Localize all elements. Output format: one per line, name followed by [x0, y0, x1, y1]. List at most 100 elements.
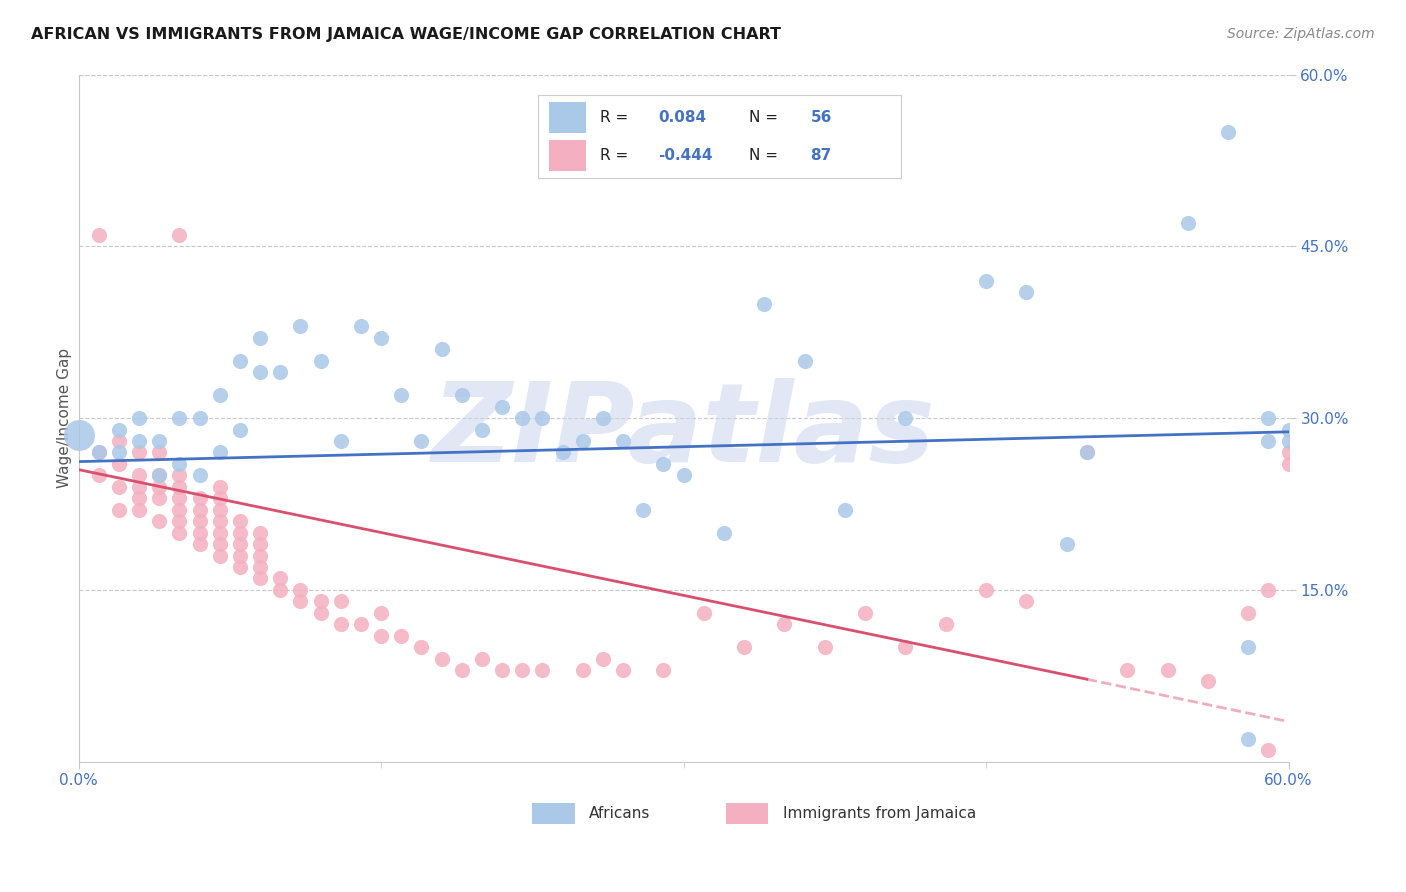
Point — [208, 491, 231, 506]
Point — [148, 445, 170, 459]
Point — [188, 525, 211, 540]
Text: Immigrants from Jamaica: Immigrants from Jamaica — [783, 805, 976, 821]
Point — [269, 571, 291, 585]
Point — [169, 491, 191, 506]
Point — [531, 663, 554, 677]
Point — [128, 502, 150, 516]
Point — [128, 491, 150, 506]
Point — [249, 560, 271, 574]
Point — [592, 651, 614, 665]
Point — [894, 640, 917, 654]
Point — [1177, 216, 1199, 230]
Point — [1257, 743, 1279, 757]
Point — [733, 640, 755, 654]
Point — [148, 468, 170, 483]
Point — [188, 468, 211, 483]
Point — [148, 468, 170, 483]
Point — [309, 594, 332, 608]
Text: Africans: Africans — [589, 805, 651, 821]
Point — [853, 606, 876, 620]
Point — [894, 411, 917, 425]
Point — [1237, 731, 1260, 746]
Point — [350, 617, 373, 632]
Point — [773, 617, 796, 632]
Point — [350, 319, 373, 334]
Point — [128, 468, 150, 483]
Point — [208, 388, 231, 402]
Point — [309, 354, 332, 368]
Point — [814, 640, 837, 654]
Point — [1116, 663, 1139, 677]
Point — [491, 663, 513, 677]
FancyBboxPatch shape — [725, 803, 768, 823]
Point — [108, 445, 131, 459]
Point — [1156, 663, 1178, 677]
Point — [631, 502, 654, 516]
Point — [571, 663, 593, 677]
Point — [1237, 606, 1260, 620]
Point — [1015, 594, 1038, 608]
Point — [290, 582, 312, 597]
Point — [713, 525, 735, 540]
Point — [652, 663, 675, 677]
Point — [1277, 445, 1299, 459]
Point — [128, 434, 150, 448]
Text: Source: ZipAtlas.com: Source: ZipAtlas.com — [1227, 27, 1375, 41]
Point — [1257, 411, 1279, 425]
Point — [329, 594, 352, 608]
Point — [935, 617, 957, 632]
Point — [290, 594, 312, 608]
Point — [169, 227, 191, 242]
Point — [1277, 423, 1299, 437]
Point — [169, 502, 191, 516]
Point — [754, 296, 776, 310]
Point — [551, 445, 574, 459]
Point — [169, 411, 191, 425]
Point — [269, 365, 291, 379]
Point — [128, 480, 150, 494]
Point — [592, 411, 614, 425]
Point — [148, 514, 170, 528]
Point — [430, 651, 453, 665]
Point — [491, 400, 513, 414]
Point — [1056, 537, 1078, 551]
Point — [188, 502, 211, 516]
Point — [169, 480, 191, 494]
Point — [411, 434, 433, 448]
Point — [229, 354, 252, 368]
FancyBboxPatch shape — [533, 803, 575, 823]
Text: ZIPatlas: ZIPatlas — [432, 378, 935, 485]
Point — [87, 468, 110, 483]
Point — [1076, 445, 1098, 459]
Point — [208, 445, 231, 459]
Point — [389, 629, 412, 643]
Point — [169, 514, 191, 528]
Point — [411, 640, 433, 654]
Point — [290, 319, 312, 334]
Point — [229, 525, 252, 540]
Point — [208, 502, 231, 516]
Point — [188, 514, 211, 528]
Point — [188, 491, 211, 506]
Point — [249, 537, 271, 551]
Point — [329, 434, 352, 448]
Point — [169, 525, 191, 540]
Point — [1076, 445, 1098, 459]
Point — [1216, 125, 1239, 139]
Point — [974, 582, 997, 597]
Point — [1197, 674, 1219, 689]
Point — [389, 388, 412, 402]
Point — [128, 411, 150, 425]
Point — [229, 537, 252, 551]
Point — [148, 434, 170, 448]
Point — [188, 411, 211, 425]
Point — [370, 606, 392, 620]
Point — [169, 468, 191, 483]
Point — [87, 227, 110, 242]
Point — [87, 445, 110, 459]
Point — [148, 480, 170, 494]
Point — [1015, 285, 1038, 299]
Point — [169, 457, 191, 471]
Point — [1277, 434, 1299, 448]
Point — [329, 617, 352, 632]
